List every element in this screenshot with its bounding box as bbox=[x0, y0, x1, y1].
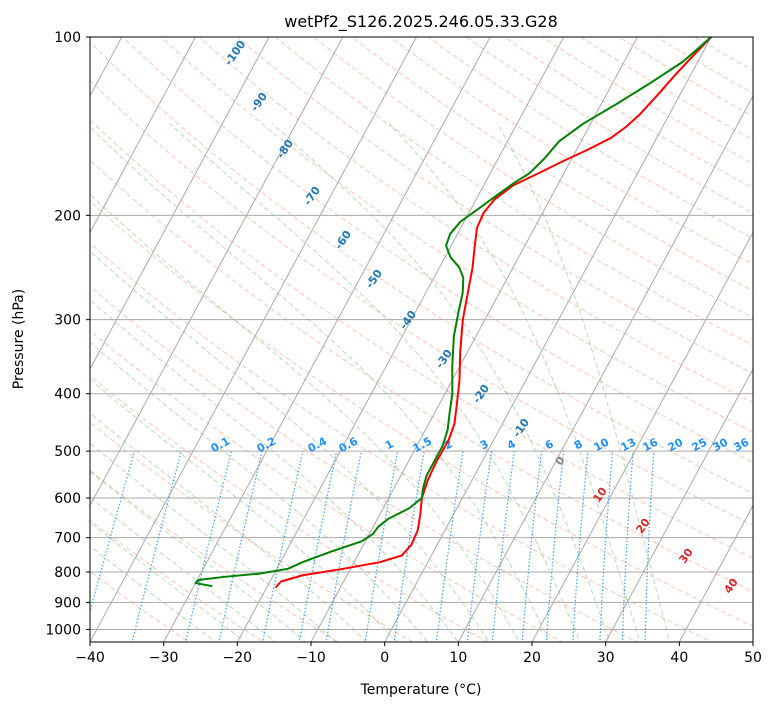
chart-title: wetPf2_S126.2025.246.05.33.G28 bbox=[284, 12, 558, 32]
dry-adiabat-line bbox=[236, 37, 753, 375]
mixing-ratio-line bbox=[393, 450, 425, 642]
dry-adiabat-line bbox=[90, 375, 489, 642]
isotherm-line bbox=[457, 94, 753, 642]
mixing-ratio-label: 20 bbox=[666, 435, 686, 454]
mixing-ratio-line bbox=[435, 451, 464, 642]
dry-adiabat-line bbox=[90, 80, 753, 526]
moist-adiabat-line bbox=[90, 470, 307, 642]
dry-adiabat-line bbox=[90, 285, 639, 642]
isotherm-line bbox=[90, 37, 417, 642]
dry-adiabat-line bbox=[274, 37, 753, 347]
mixing-ratio-label: 30 bbox=[711, 435, 731, 454]
x-tick-label: −30 bbox=[149, 650, 179, 666]
x-tick-label: 50 bbox=[744, 650, 762, 666]
mixing-ratio-line bbox=[364, 450, 399, 642]
mixing-ratio-line bbox=[572, 451, 589, 642]
y-tick-label: 400 bbox=[54, 387, 81, 403]
y-tick-label: 800 bbox=[54, 565, 81, 581]
y-tick-label: 700 bbox=[54, 531, 81, 547]
isotherm-line bbox=[678, 504, 753, 642]
mixing-ratio-line bbox=[521, 451, 543, 642]
x-axis-title: Temperature (°C) bbox=[360, 682, 482, 698]
mixing-ratio-label: 10 bbox=[592, 435, 612, 454]
isotherm-line bbox=[163, 37, 491, 642]
mixing-ratio-label: 36 bbox=[732, 435, 752, 454]
isotherm-line bbox=[531, 231, 753, 642]
moist-adiabat-line bbox=[90, 545, 217, 642]
mixing-ratio-line bbox=[491, 451, 515, 642]
dry-adiabat-line bbox=[90, 159, 753, 593]
moist-adiabat-line bbox=[90, 442, 337, 642]
x-tick-label: −10 bbox=[296, 650, 326, 666]
isotherm-line bbox=[90, 37, 196, 234]
x-tick-label: 40 bbox=[670, 650, 688, 666]
dry-adiabat-line bbox=[90, 200, 753, 627]
mixing-ratio-label: 25 bbox=[690, 436, 710, 455]
x-tick-label: 0 bbox=[380, 650, 389, 666]
dry-adiabat-line bbox=[503, 37, 753, 189]
plot-area: 0.1 0.2 0.4 0.6 1 1.5 2 3 4 6 8 10 13 16 20 25 30 36-100-… bbox=[90, 37, 753, 642]
y-tick-label: 100 bbox=[54, 30, 81, 46]
mixing-ratio-line bbox=[621, 451, 634, 642]
y-axis: 100 200 300 400 500 600 700 800 900 1000 bbox=[45, 30, 90, 638]
y-tick-label: 200 bbox=[54, 208, 81, 224]
mixing-ratio-line bbox=[325, 450, 362, 642]
mixing-ratio-label: 13 bbox=[619, 436, 639, 455]
x-axis: −40 −30 −20 −10 0 10 20 30 40 50 bbox=[75, 642, 762, 666]
mixing-ratio-line bbox=[298, 450, 338, 642]
mixing-ratio-label: 16 bbox=[641, 435, 661, 454]
y-axis-title: Pressure (hPa) bbox=[11, 289, 27, 389]
y-tick-label: 500 bbox=[54, 444, 81, 460]
y-tick-label: 600 bbox=[54, 491, 81, 507]
moist-adiabat-line bbox=[90, 412, 368, 642]
mixing-ratio-line bbox=[262, 450, 304, 642]
mixing-ratio-line bbox=[545, 451, 565, 642]
isotherm-line bbox=[236, 37, 565, 642]
x-tick-label: −40 bbox=[75, 650, 105, 666]
mixing-ratio-line bbox=[466, 451, 493, 642]
temperature-profile-line bbox=[274, 37, 712, 589]
dewpoint-profile-line bbox=[194, 37, 712, 588]
dry-adiabat-line bbox=[427, 37, 753, 240]
mixing-ratio-line bbox=[90, 450, 136, 614]
moist-adiabat-line bbox=[90, 341, 429, 642]
isotherm-line bbox=[90, 37, 270, 371]
isotherm-line bbox=[90, 37, 344, 507]
isotherm-line bbox=[310, 37, 638, 642]
mixing-ratio-line bbox=[644, 451, 655, 642]
moist-adiabat-line bbox=[90, 378, 398, 642]
dry-adiabat-line bbox=[160, 37, 753, 433]
moist-adiabat-line bbox=[90, 521, 246, 642]
x-tick-label: 20 bbox=[523, 650, 541, 666]
isotherm-line bbox=[384, 37, 712, 642]
x-tick-label: −20 bbox=[223, 650, 253, 666]
dry-adiabat-line bbox=[90, 329, 564, 642]
isotherm-line bbox=[605, 367, 753, 642]
dry-adiabat-line bbox=[90, 421, 414, 642]
mixing-ratio-line bbox=[599, 451, 614, 642]
moist-adiabat-line bbox=[169, 123, 581, 642]
dry-adiabat-line bbox=[465, 37, 753, 214]
dry-adiabat-line bbox=[579, 37, 753, 141]
x-tick-label: 10 bbox=[449, 650, 467, 666]
y-tick-label: 900 bbox=[54, 595, 81, 611]
dry-adiabat-line bbox=[122, 37, 753, 464]
dry-adiabat-line bbox=[312, 37, 753, 319]
dry-adiabat-line bbox=[198, 37, 753, 404]
plot-frame bbox=[89, 36, 754, 643]
moist-adiabat-line bbox=[90, 496, 277, 642]
y-tick-label: 1000 bbox=[45, 622, 81, 638]
dry-adiabat-line bbox=[90, 119, 753, 559]
x-tick-label: 30 bbox=[597, 650, 615, 666]
dry-adiabat-line bbox=[90, 242, 713, 642]
dry-adiabat-line bbox=[541, 37, 753, 165]
y-tick-label: 300 bbox=[54, 313, 81, 329]
